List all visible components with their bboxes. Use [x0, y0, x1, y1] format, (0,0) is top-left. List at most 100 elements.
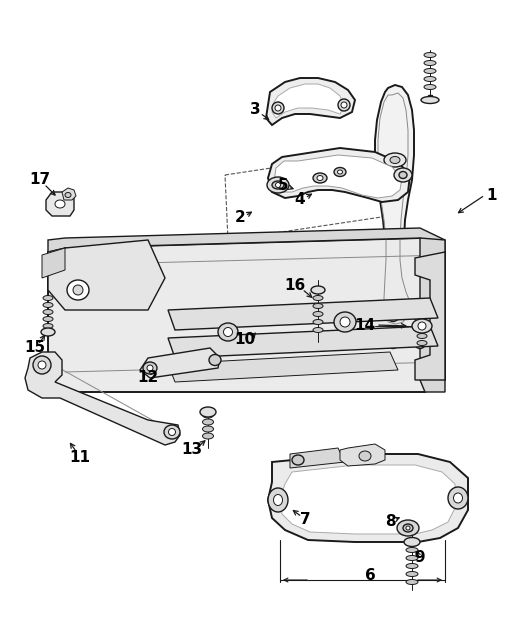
Text: 7: 7 — [300, 512, 310, 528]
Ellipse shape — [414, 308, 426, 322]
Text: 4: 4 — [295, 193, 305, 207]
Polygon shape — [375, 85, 418, 332]
Ellipse shape — [43, 317, 53, 322]
Polygon shape — [25, 352, 180, 445]
Ellipse shape — [313, 327, 323, 332]
Ellipse shape — [209, 354, 221, 365]
Ellipse shape — [387, 308, 399, 322]
Ellipse shape — [273, 494, 283, 506]
Text: 11: 11 — [70, 450, 91, 465]
Text: 13: 13 — [181, 443, 203, 458]
Ellipse shape — [418, 322, 426, 330]
Ellipse shape — [43, 303, 53, 308]
Ellipse shape — [203, 433, 214, 439]
Ellipse shape — [267, 177, 289, 193]
Ellipse shape — [55, 200, 65, 208]
Ellipse shape — [448, 487, 468, 509]
Polygon shape — [42, 248, 65, 278]
Text: 5: 5 — [278, 178, 288, 193]
Ellipse shape — [406, 526, 410, 530]
Ellipse shape — [424, 68, 436, 73]
Ellipse shape — [38, 361, 46, 369]
Ellipse shape — [65, 193, 71, 197]
Polygon shape — [340, 444, 385, 466]
Ellipse shape — [406, 548, 418, 553]
Ellipse shape — [338, 99, 350, 111]
Ellipse shape — [406, 563, 418, 568]
Ellipse shape — [275, 105, 281, 111]
Ellipse shape — [33, 356, 51, 374]
Polygon shape — [62, 188, 76, 200]
Ellipse shape — [334, 168, 346, 176]
Ellipse shape — [203, 412, 214, 418]
Ellipse shape — [421, 97, 439, 104]
Ellipse shape — [313, 320, 323, 325]
Ellipse shape — [43, 310, 53, 315]
Ellipse shape — [313, 296, 323, 301]
Polygon shape — [415, 252, 445, 380]
Text: 17: 17 — [29, 173, 51, 188]
Text: 10: 10 — [234, 332, 255, 347]
Polygon shape — [48, 228, 445, 252]
Ellipse shape — [292, 455, 304, 465]
Polygon shape — [274, 155, 402, 198]
Text: 2: 2 — [234, 210, 245, 225]
Ellipse shape — [272, 181, 284, 189]
Ellipse shape — [311, 286, 325, 294]
Text: 6: 6 — [365, 568, 375, 583]
Ellipse shape — [412, 319, 432, 333]
Ellipse shape — [394, 168, 412, 182]
Ellipse shape — [384, 153, 406, 167]
Ellipse shape — [203, 419, 214, 425]
Text: 3: 3 — [250, 102, 260, 117]
Polygon shape — [266, 78, 355, 125]
Polygon shape — [168, 352, 398, 382]
Ellipse shape — [404, 538, 420, 546]
Text: 15: 15 — [25, 340, 46, 355]
Text: 9: 9 — [415, 551, 425, 565]
Ellipse shape — [406, 571, 418, 577]
Ellipse shape — [313, 303, 323, 308]
Ellipse shape — [67, 280, 89, 300]
Polygon shape — [48, 238, 445, 392]
Polygon shape — [168, 326, 438, 358]
Ellipse shape — [406, 556, 418, 561]
Ellipse shape — [275, 183, 281, 188]
Polygon shape — [268, 148, 410, 202]
Ellipse shape — [390, 156, 400, 163]
Ellipse shape — [417, 340, 427, 345]
Ellipse shape — [73, 285, 83, 295]
Ellipse shape — [454, 493, 462, 503]
Ellipse shape — [313, 173, 327, 183]
Polygon shape — [290, 448, 345, 468]
Ellipse shape — [43, 296, 53, 301]
Ellipse shape — [317, 175, 323, 180]
Ellipse shape — [313, 288, 323, 293]
Ellipse shape — [218, 323, 238, 341]
Ellipse shape — [424, 53, 436, 58]
Polygon shape — [268, 454, 468, 542]
Ellipse shape — [203, 426, 214, 432]
Ellipse shape — [359, 451, 371, 461]
Ellipse shape — [406, 580, 418, 585]
Polygon shape — [280, 465, 455, 534]
Ellipse shape — [424, 85, 436, 90]
Ellipse shape — [200, 407, 216, 417]
Ellipse shape — [399, 171, 407, 178]
Ellipse shape — [341, 102, 347, 108]
Ellipse shape — [397, 520, 419, 536]
Ellipse shape — [43, 323, 53, 328]
Text: 8: 8 — [385, 514, 395, 529]
Text: 14: 14 — [354, 318, 376, 332]
Polygon shape — [48, 240, 165, 310]
Text: 1: 1 — [487, 188, 497, 202]
Ellipse shape — [272, 102, 284, 114]
Text: 16: 16 — [284, 278, 306, 293]
Ellipse shape — [313, 311, 323, 317]
Polygon shape — [48, 248, 65, 265]
Ellipse shape — [143, 362, 157, 374]
Ellipse shape — [417, 333, 427, 338]
Ellipse shape — [388, 337, 398, 349]
Polygon shape — [420, 238, 445, 392]
Ellipse shape — [224, 327, 232, 337]
